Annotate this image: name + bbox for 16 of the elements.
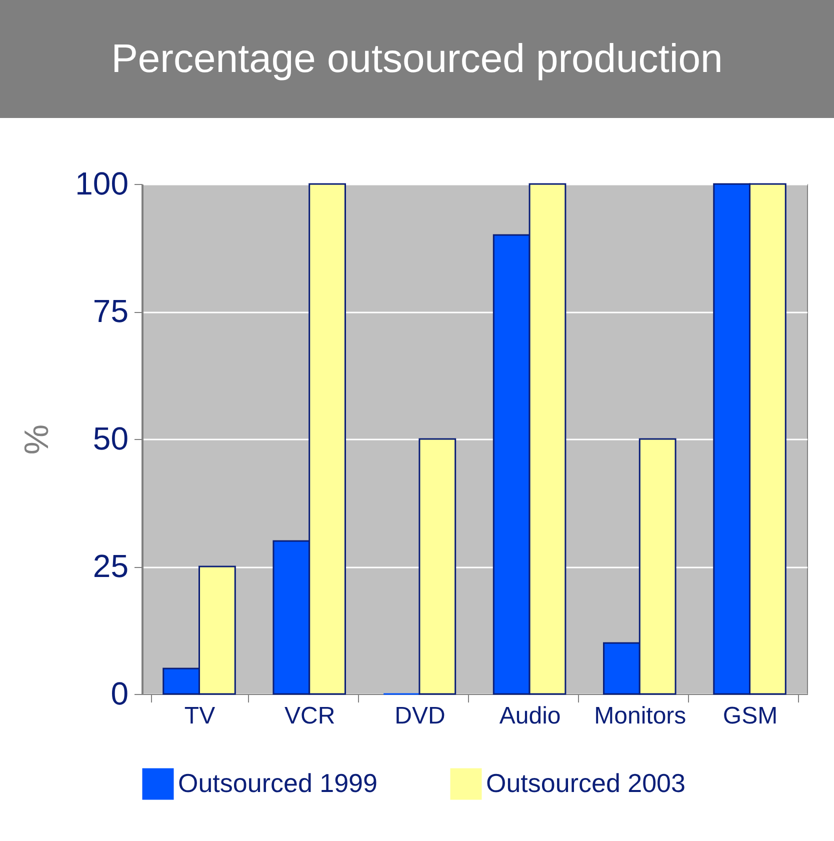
chart-title: Percentage outsourced production (0, 0, 834, 118)
x-tick-label: Audio (499, 702, 561, 730)
legend-label: Outsourced 2003 (486, 768, 686, 798)
y-tick-label: 50 (92, 420, 128, 456)
x-tick-label: Monitors (594, 702, 686, 730)
x-tick-label: TV (184, 702, 216, 730)
x-tick-label: DVD (394, 702, 446, 730)
x-tick-label: GSM (722, 702, 778, 730)
x-tick-label: VCR (284, 702, 336, 730)
y-tick-label: 75 (92, 293, 128, 329)
y-axis-title: % (18, 424, 56, 455)
y-tick-label: 25 (92, 548, 128, 584)
y-tick-label: 0 (110, 676, 128, 712)
bar (418, 438, 456, 695)
y-tick-label: 100 (75, 166, 128, 202)
legend-label: Outsourced 1999 (178, 768, 378, 798)
